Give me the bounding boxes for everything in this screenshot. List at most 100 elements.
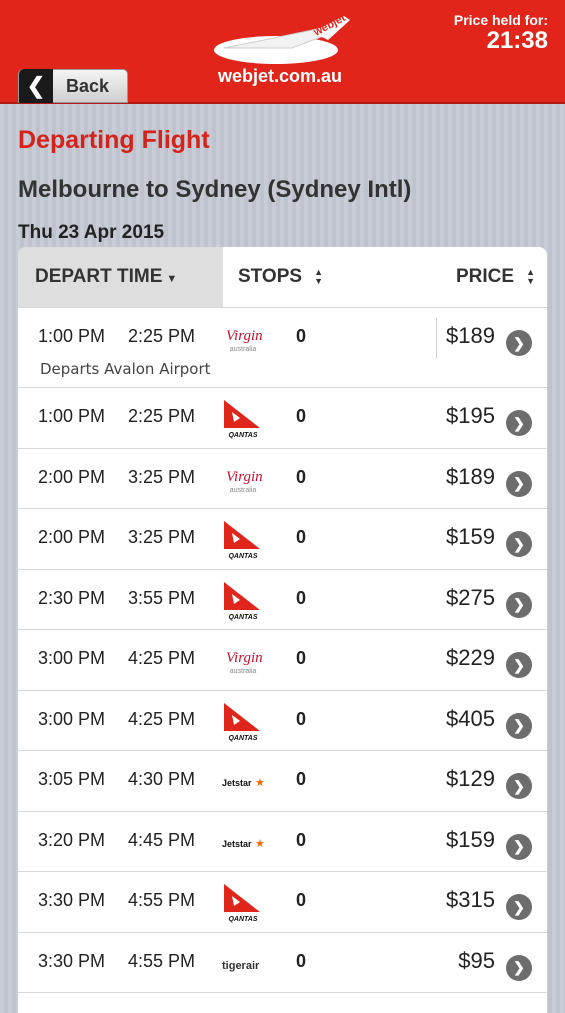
price: $95 [458,947,495,973]
depart-time: 2:30 PM [38,587,106,608]
flight-row[interactable]: 1:00 PM 2:25 PM Virgin australia 0 $189 ❯ Depar… [18,308,547,388]
svg-text:QANTAS: QANTAS [228,916,257,923]
depart-time: 3:30 PM [38,950,106,971]
tigerair-logo-icon: tigerair [222,960,260,972]
virgin-australia-logo-icon: Virgin australia [226,328,263,353]
flight-row[interactable]: 3:00 PM 4:25 PM Virgin australia 0 $229 ❯ [18,630,547,691]
chevron-right-icon[interactable]: ❯ [506,652,532,678]
back-label: Back [66,75,110,96]
sort-desc-icon: ▼ [166,273,178,285]
sort-both-icon: ▲ ▼ [526,267,535,286]
chevron-right-icon[interactable]: ❯ [506,712,532,739]
flights-table: DEPART TIME ▼ STOPS ▲ ▼ PRICE ▲ ▼ 1:00 PM 2… [18,247,547,1013]
flight-row[interactable]: 2:00 PM 3:25 PM Virgin australia 0 $189 ❯ [18,449,547,509]
svg-text:Virgin: Virgin [226,650,263,666]
chevron-right-icon[interactable]: ❯ [506,894,532,920]
depart-time: 2:00 PM [38,466,106,487]
sort-stops[interactable]: STOPS ▲ ▼ [223,247,373,307]
divider [436,318,437,358]
price: $159 [446,524,495,549]
stops-count: 0 [296,648,307,668]
stops-count: 0 [296,829,307,850]
flight-row[interactable]: 3:05 PM 4:30 PM Jetstar ★ 0 $129 ❯ [18,751,547,812]
price: $229 [446,645,495,670]
arrive-time: 4:25 PM [128,648,196,668]
price: $189 [446,463,495,489]
price-held-time: 21:38 [486,27,548,54]
arrive-time: 4:55 PM [128,890,196,910]
price: $275 [446,584,495,610]
stops-count: 0 [296,950,307,971]
price-hold-timer: Price held for: 21:38 [454,12,548,54]
chevron-right-icon[interactable]: ❯ [506,410,532,436]
app-header: ❮ Back webjet webjet.com.au Price held f… [0,0,565,104]
stops-header: STOPS [238,266,303,287]
svg-text:tigerair: tigerair [222,960,260,972]
stops-count: 0 [296,890,307,910]
flight-row[interactable]: 3:30 PM 4:55 PM QANTAS 0 $315 ❯ [18,872,547,933]
flight-row[interactable]: 2:30 PM 3:55 PM QANTAS 0 $275 ❯ [18,570,547,630]
depart-time: 3:00 PM [38,648,106,668]
depart-time-header: DEPART TIME [35,266,163,287]
svg-text:QANTAS: QANTAS [228,614,257,621]
stops-count: 0 [296,708,307,729]
price: $189 [446,323,495,348]
arrive-time: 4:30 PM [128,769,196,789]
chevron-right-icon[interactable]: ❯ [506,531,532,557]
arrive-time: 2:25 PM [128,406,196,426]
chevron-right-icon[interactable]: ❯ [506,773,532,799]
qantas-logo-icon: QANTAS [224,884,260,923]
back-button[interactable]: ❮ Back [18,69,128,103]
arrive-time: 3:25 PM [128,527,196,547]
svg-text:QANTAS: QANTAS [228,432,257,439]
jetstar-logo-icon: Jetstar ★ [222,838,265,850]
qantas-logo-icon: QANTAS [224,702,260,742]
flight-row[interactable]: 1:00 PM 2:25 PM QANTAS 0 $195 ❯ [18,388,547,449]
webjet-plane-logo-icon: webjet [214,12,350,64]
flight-row[interactable]: 2:00 PM 3:25 PM QANTAS 0 $159 ❯ [18,509,547,570]
svg-text:QANTAS: QANTAS [228,735,257,742]
svg-text:australia: australia [230,487,257,494]
route-title: Melbourne to Sydney (Sydney Intl) [18,176,412,203]
svg-text:Virgin: Virgin [226,469,263,485]
back-arrow-icon: ❮ [19,69,53,103]
chevron-right-icon[interactable]: ❯ [506,330,532,356]
flight-row[interactable]: 3:00 PM 4:25 PM QANTAS 0 $405 ❯ [18,691,547,751]
stops-count: 0 [296,527,307,547]
price: $129 [446,766,495,791]
sort-price[interactable]: PRICE ▲ ▼ [373,247,547,307]
chevron-right-icon[interactable]: ❯ [506,954,532,981]
depart-time: 3:05 PM [38,769,106,789]
arrive-time: 4:55 PM [128,950,196,971]
qantas-logo-icon: QANTAS [224,400,260,439]
chevron-right-icon[interactable]: ❯ [506,470,532,497]
stops-count: 0 [296,466,307,487]
arrive-time: 3:25 PM [128,466,196,487]
price-header: PRICE [456,266,515,287]
svg-text:Jetstar: Jetstar [222,778,252,788]
chevron-right-icon[interactable]: ❯ [506,591,532,618]
svg-text:Virgin: Virgin [226,328,263,344]
price: $405 [446,705,495,731]
table-header: DEPART TIME ▼ STOPS ▲ ▼ PRICE ▲ ▼ [18,247,547,308]
price-held-label: Price held for: [453,12,548,28]
depart-time: 3:00 PM [38,708,106,729]
virgin-australia-logo-icon: Virgin australia [226,469,263,494]
virgin-australia-logo-icon: Virgin australia [226,650,263,675]
svg-text:australia: australia [230,346,257,353]
arrive-time: 4:25 PM [128,708,196,729]
flight-row[interactable]: 3:30 PM 4:55 PM tigerair 0 $95 ❯ [18,933,547,993]
stops-count: 0 [296,326,307,346]
webjet-logo-text: webjet.com.au [217,66,343,86]
qantas-logo-icon: QANTAS [224,521,260,560]
stops-count: 0 [296,587,307,608]
flight-row[interactable]: 3:20 PM 4:45 PM Jetstar ★ 0 $159 ❯ [18,812,547,872]
depart-time: 2:00 PM [38,527,106,547]
chevron-right-icon[interactable]: ❯ [506,833,532,860]
sort-both-icon: ▲ ▼ [314,267,323,286]
stops-count: 0 [296,406,307,426]
price: $159 [446,826,495,852]
section-title: Departing Flight [18,126,210,154]
sort-depart-time[interactable]: DEPART TIME ▼ [18,247,223,307]
jetstar-logo-icon: Jetstar ★ [222,777,265,789]
